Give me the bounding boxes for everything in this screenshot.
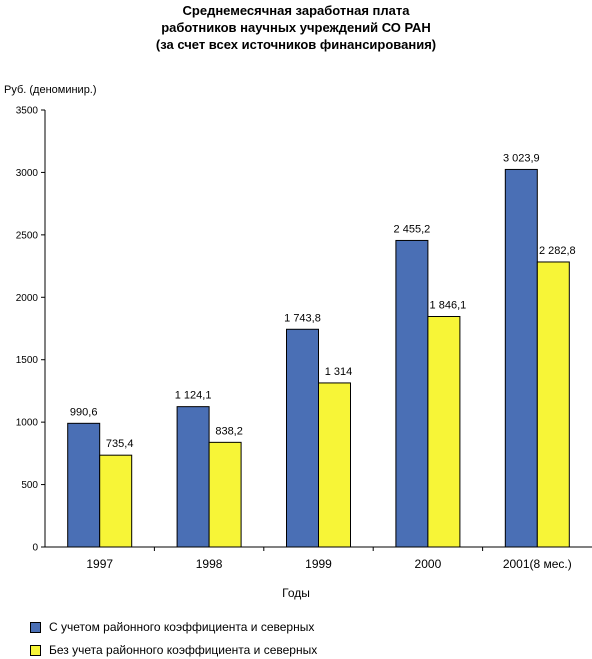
- x-axis-label: Годы: [282, 586, 310, 600]
- bar-series-1: [67, 422, 101, 548]
- data-label-series-1: 2 455,2: [394, 223, 431, 235]
- data-label-series-1: 990,6: [70, 406, 98, 418]
- bar-series-1: [286, 328, 319, 548]
- y-tick-label: 3500: [16, 106, 39, 117]
- chart-plot: 0 500 1000 1500 2000 2500 3000 3500 1997 990,6 735…: [16, 106, 592, 571]
- x-tick-label: 2001(8 мес.): [503, 557, 572, 571]
- y-tick-label: 500: [21, 480, 38, 491]
- data-label-series-2: 2 282,8: [539, 245, 576, 257]
- bar-series-1: [395, 239, 429, 548]
- data-label-series-1: 3 023,9: [503, 152, 540, 164]
- bar-series-2: [536, 261, 570, 548]
- legend-item-series-1: С учетом районного коэффициента и северн…: [30, 620, 314, 634]
- data-label-series-1: 1 743,8: [284, 312, 321, 324]
- data-label-series-2: 735,4: [106, 438, 134, 450]
- data-label-series-1: 1 124,1: [175, 390, 212, 402]
- y-tick-label: 0: [32, 543, 38, 554]
- bar-series-2: [318, 382, 351, 548]
- legend-swatch-series-1: [30, 621, 41, 633]
- bar-series-1: [504, 168, 538, 548]
- bar-series-2: [99, 454, 133, 548]
- y-tick-label: 3000: [16, 168, 39, 179]
- bar-series-2: [427, 316, 461, 548]
- chart-title-line-1: Среднемесячная заработная плата: [182, 3, 410, 18]
- y-tick-label: 2000: [16, 293, 39, 304]
- legend-label-series-2: Без учета районного коэффициента и север…: [49, 643, 318, 657]
- legend-label-series-1: С учетом районного коэффициента и северн…: [49, 620, 315, 634]
- chart-title-line-2: работников научных учреждений СО РАН: [161, 20, 431, 35]
- y-tick-label: 1500: [16, 355, 39, 366]
- data-label-series-2: 838,2: [215, 425, 243, 437]
- legend-item-series-2: Без учета районного коэффициента и север…: [30, 643, 317, 657]
- chart-title-line-3: (за счет всех источников финансирования): [155, 37, 437, 52]
- y-tick-label: 1000: [16, 418, 39, 429]
- x-tick-label: 2000: [415, 557, 442, 571]
- x-tick-label: 1997: [86, 557, 113, 571]
- bar-series-1: [176, 406, 210, 548]
- legend-swatch-series-2: [30, 644, 41, 656]
- x-tick-label: 1998: [196, 557, 223, 571]
- y-tick-label: 2500: [16, 230, 39, 241]
- data-label-series-2: 1 314: [325, 366, 353, 378]
- y-axis-label: Руб. (деноминир.): [4, 84, 97, 96]
- bar-series-2: [208, 441, 242, 548]
- data-label-series-2: 1 846,1: [430, 300, 467, 312]
- x-tick-label: 1999: [305, 557, 332, 571]
